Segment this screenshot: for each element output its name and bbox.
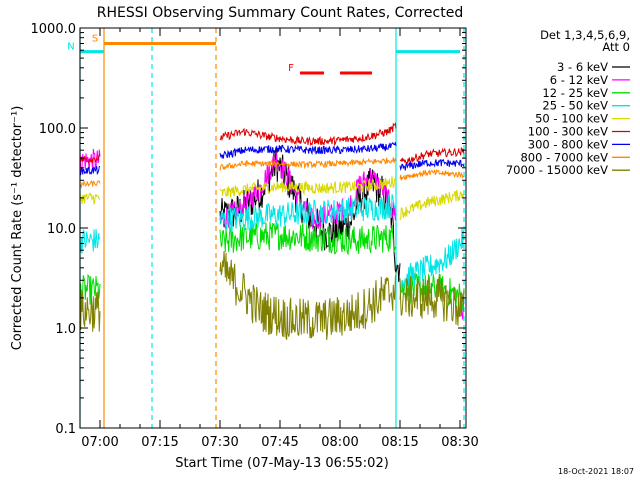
legend-header-line-1: Det 1,3,4,5,6,9, (540, 28, 630, 42)
x-tick-label-3: 07:45 (261, 435, 298, 450)
plot-frame (79, 27, 467, 429)
legend-label-4: 25 - 50 keV (542, 99, 608, 113)
legend-label-7: 300 - 800 keV (528, 137, 608, 151)
series-9-segment-3 (399, 275, 465, 326)
series-6-segment-2 (219, 122, 397, 147)
series-8-segment-1 (79, 179, 101, 190)
flag-label-n: N (67, 42, 74, 53)
series-6-segment-3 (399, 146, 465, 165)
series-4-segment-2 (219, 194, 397, 233)
x-tick-label-6: 08:30 (441, 435, 478, 450)
series-8-segment-2 (219, 157, 397, 171)
x-axis-label: Start Time (07-May-13 06:55:02) (175, 456, 389, 471)
series-9-segment-2 (219, 251, 397, 341)
y-tick-label-1: 1.0 (55, 322, 76, 337)
plot-area: S N F (67, 28, 465, 428)
series-6-segment-1 (79, 154, 101, 164)
x-tick-label-4: 08:00 (321, 435, 358, 450)
series-5-segment-3 (399, 189, 465, 221)
legend-label-2: 6 - 12 keV (550, 73, 608, 87)
series-8-segment-3 (399, 168, 465, 181)
series-5-segment-1 (79, 192, 101, 206)
legend-header-line-2: Att 0 (602, 40, 630, 54)
legend-label-9: 7000 - 15000 keV (506, 163, 608, 177)
axes: 0.1 1.0 10.0 100.0 1000.0 07:00 07:15 07:30 07:4… (31, 22, 479, 450)
x-tick-label-2: 07:30 (201, 435, 238, 450)
x-tick-label-1: 07:15 (141, 435, 178, 450)
x-tick-label-5: 08:15 (381, 435, 418, 450)
series-4-segment-3 (399, 227, 465, 293)
footer-timestamp: 18-Oct-2021 18:07 (558, 467, 634, 476)
legend-label-1: 3 - 6 keV (557, 60, 608, 74)
legend-label-6: 100 - 300 keV (528, 125, 608, 139)
legend-label-3: 12 - 25 keV (542, 86, 608, 100)
chart-title: RHESSI Observing Summary Count Rates, Co… (97, 5, 463, 21)
series-4-segment-1 (79, 228, 101, 254)
series-9-segment-1 (79, 289, 101, 332)
legend-label-5: 50 - 100 keV (535, 112, 608, 126)
series-7-segment-2 (219, 141, 397, 160)
series-7-segment-3 (399, 158, 465, 172)
series-7-segment-1 (79, 165, 101, 176)
y-tick-label-2: 10.0 (47, 222, 76, 237)
flag-label-s: S (92, 33, 98, 44)
y-tick-label-0: 0.1 (55, 422, 76, 437)
legend-label-8: 800 - 7000 keV (520, 150, 608, 164)
x-tick-label-0: 07:00 (81, 435, 118, 450)
series-3-segment-2 (219, 221, 397, 256)
series-3-segment-1 (79, 274, 101, 305)
series-5-segment-2 (219, 176, 397, 198)
y-axis-label: Corrected Count Rate (s⁻¹ detector⁻¹) (10, 106, 25, 351)
flag-label-f: F (288, 63, 294, 74)
y-tick-label-4: 1000.0 (31, 22, 77, 37)
y-tick-label-3: 100.0 (39, 122, 76, 137)
